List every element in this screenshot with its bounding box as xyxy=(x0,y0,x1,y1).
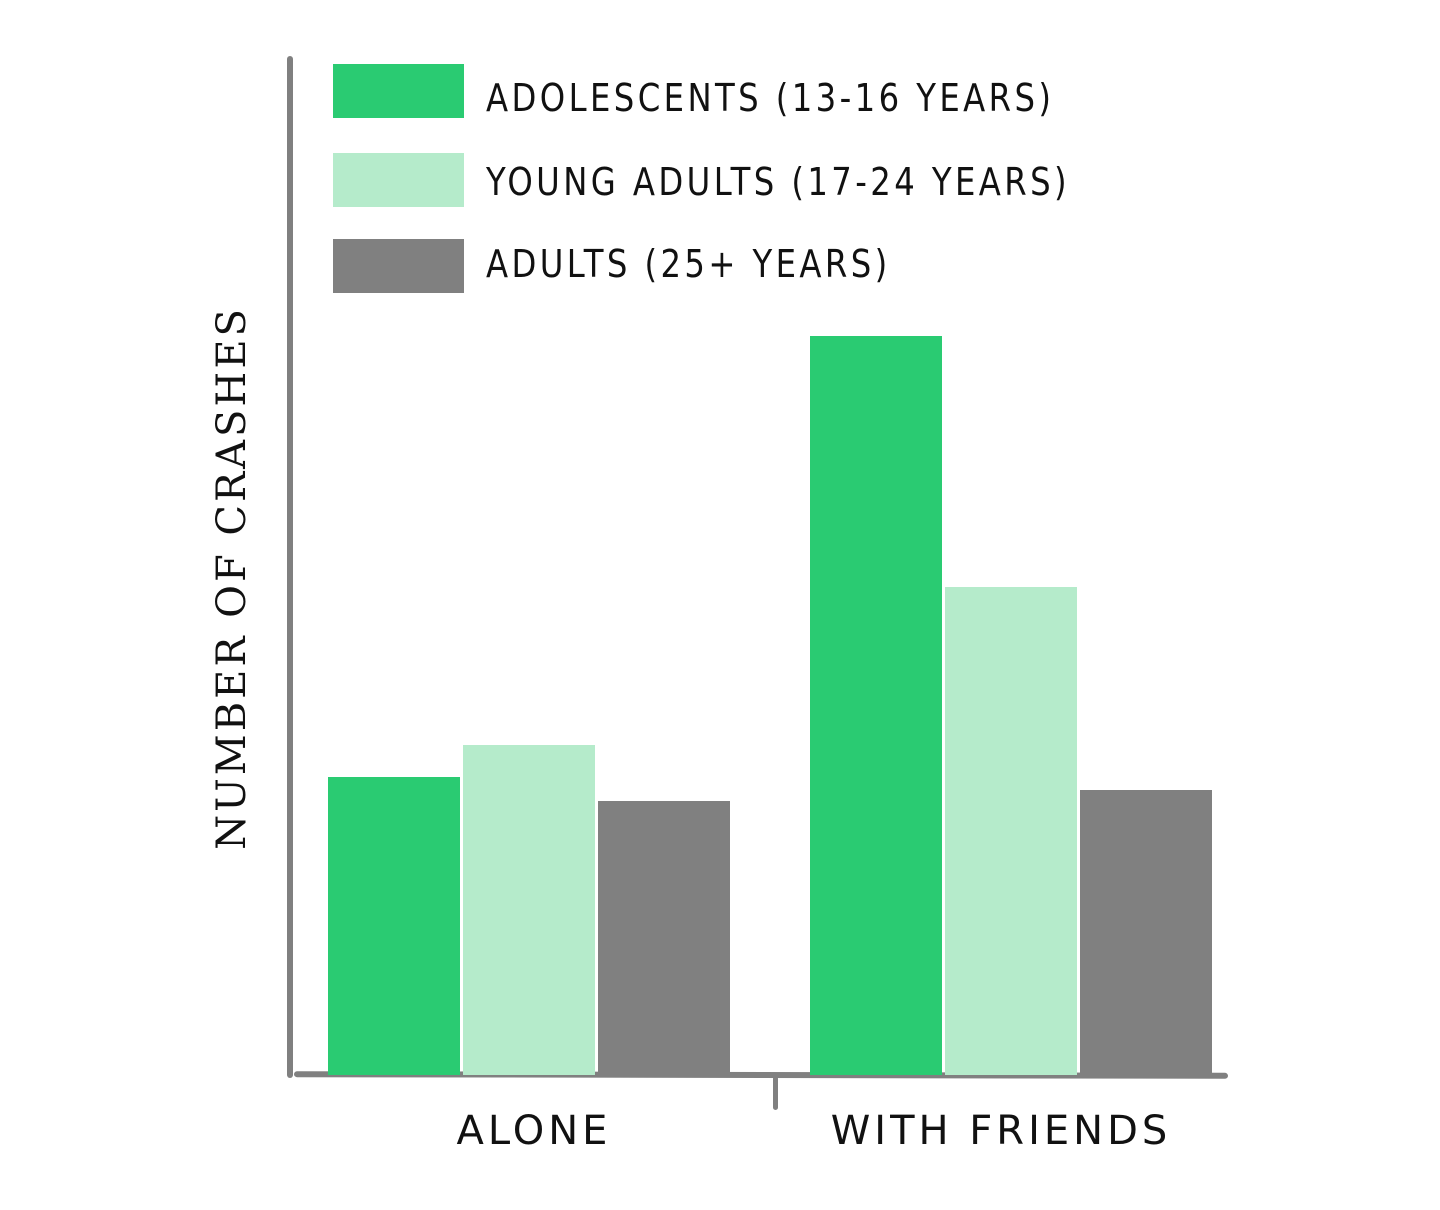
bar-alone-adolescents xyxy=(328,777,460,1075)
legend-swatch-adults xyxy=(333,239,464,293)
bar-friends-adolescents xyxy=(810,336,942,1075)
x-category-with-friends: WITH FRIENDS xyxy=(830,1108,1172,1154)
bar-alone-adults xyxy=(598,801,730,1075)
x-axis-tick xyxy=(773,1076,778,1110)
x-category-alone: ALONE xyxy=(456,1108,612,1154)
y-axis-line xyxy=(287,56,293,1078)
legend-swatch-adolescents xyxy=(333,64,464,118)
legend-label-adolescents: ADOLESCENTS (13-16 YEARS) xyxy=(486,76,1055,120)
legend-label-adults: ADULTS (25+ YEARS) xyxy=(486,242,891,286)
bar-alone-young-adults xyxy=(463,745,595,1075)
legend-swatch-young-adults xyxy=(333,153,464,207)
bar-friends-young-adults xyxy=(945,587,1077,1075)
bar-friends-adults xyxy=(1080,790,1212,1075)
y-axis-label: NUMBER OF CRASHES xyxy=(209,306,255,850)
legend-label-young-adults: YOUNG ADULTS (17-24 YEARS) xyxy=(486,160,1071,204)
